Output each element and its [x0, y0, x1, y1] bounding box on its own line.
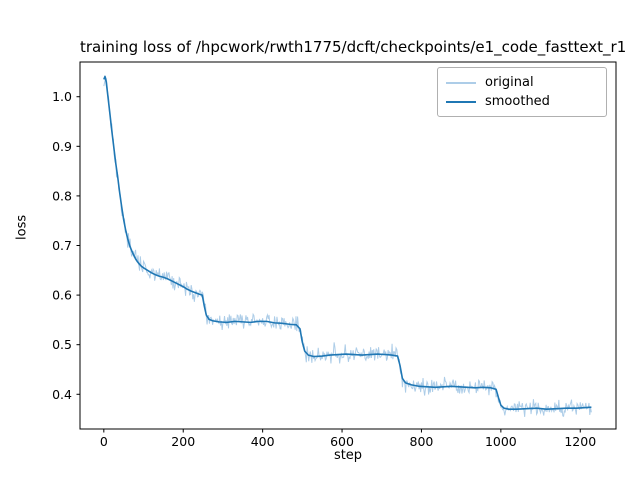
legend-label-smoothed: smoothed	[485, 94, 550, 109]
smoothed-line-sample	[446, 100, 476, 103]
svg-text:0: 0	[100, 434, 108, 449]
legend-entry-smoothed: smoothed	[446, 92, 598, 111]
svg-text:1000: 1000	[485, 434, 517, 449]
svg-text:0.5: 0.5	[52, 337, 72, 352]
legend-label-original: original	[485, 75, 534, 90]
legend: original smoothed	[437, 67, 607, 117]
svg-text:0.7: 0.7	[52, 238, 72, 253]
chart-title: training loss of /hpcwork/rwth1775/dcft/…	[80, 38, 627, 56]
svg-text:0.9: 0.9	[52, 139, 72, 154]
svg-text:0.4: 0.4	[52, 387, 72, 402]
svg-text:200: 200	[171, 434, 195, 449]
svg-text:400: 400	[251, 434, 275, 449]
svg-text:1.0: 1.0	[52, 89, 72, 104]
svg-text:800: 800	[410, 434, 434, 449]
svg-text:0.6: 0.6	[52, 288, 72, 303]
original-line-sample	[446, 81, 476, 84]
legend-entry-original: original	[446, 73, 598, 92]
svg-text:1200: 1200	[564, 434, 596, 449]
x-axis-label: step	[333, 448, 363, 463]
svg-text:600: 600	[330, 434, 354, 449]
svg-text:0.8: 0.8	[52, 188, 72, 203]
